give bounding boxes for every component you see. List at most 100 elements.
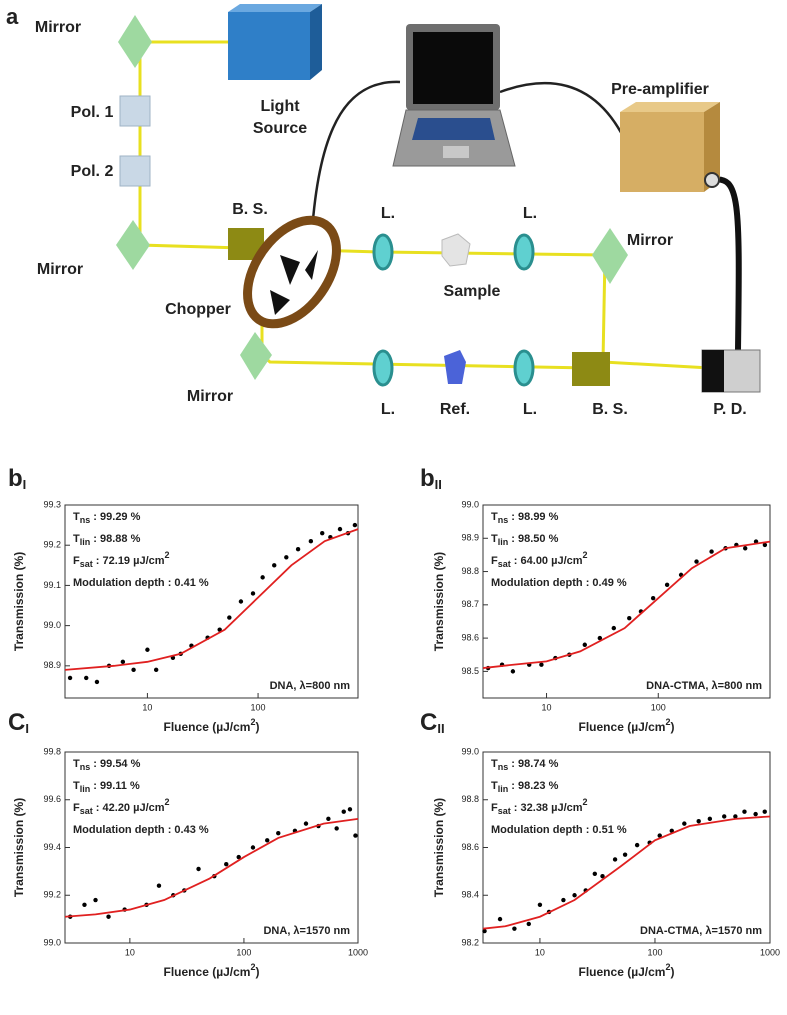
annotation-sub: lin (498, 537, 509, 547)
y-tick-label: 98.4 (461, 890, 479, 900)
data-point (326, 816, 331, 822)
y-tick-label: 99.0 (461, 499, 479, 509)
annotation-main: F (491, 555, 498, 567)
x-axis-title-text: Fluence (µJ/cm (164, 720, 251, 734)
annotation: Tlin : 98.23 % (491, 780, 559, 794)
data-point (682, 821, 687, 826)
diagram-label: B. S. (232, 201, 268, 218)
annotation-sub: lin (80, 784, 91, 794)
data-point (762, 542, 768, 548)
annotation-main: T (491, 511, 498, 523)
annotation: Fsat : 72.19 µJ/cm2 (73, 550, 170, 569)
annotation-rest: : 42.20 µJ/cm (93, 802, 165, 814)
diagram-label: Ref. (440, 401, 470, 418)
x-tick-label: 10 (125, 947, 135, 957)
chopper-blade (280, 255, 300, 285)
diagram-label: Chopper (165, 301, 231, 318)
data-point (762, 809, 767, 814)
x-tick-label: 100 (651, 702, 666, 712)
data-point (707, 816, 713, 822)
pre-amplifier (620, 112, 704, 192)
lens (513, 349, 535, 387)
data-point (612, 857, 618, 862)
data-point (250, 845, 256, 850)
data-point (352, 522, 358, 528)
y-tick-label: 98.9 (461, 533, 479, 543)
diagram-label: Source (253, 120, 307, 137)
data-point (572, 893, 577, 898)
y-tick-label: 99.6 (43, 794, 61, 804)
x-tick-label: 100 (236, 947, 251, 957)
panel-label: CI (8, 709, 29, 736)
x-axis-title-text: Fluence (µJ/cm (579, 720, 666, 734)
data-point (482, 928, 487, 934)
data-point (709, 549, 714, 554)
x-axis-title: Fluence (µJ/cm2) (579, 962, 675, 979)
data-point (722, 814, 727, 819)
diagram-label: Light (260, 98, 300, 115)
panel-letter: b (8, 465, 23, 492)
pre-amplifier (704, 102, 720, 192)
light-source (228, 4, 322, 12)
setup-diagram (116, 4, 761, 393)
annotation-main: T (491, 758, 498, 770)
data-point (510, 669, 516, 674)
data-point (497, 916, 503, 922)
y-axis-title: Transmission (%) (432, 552, 446, 651)
data-point (537, 902, 543, 907)
sample (441, 233, 471, 267)
annotation-main: T (73, 758, 80, 770)
legend: DNA, λ=800 nm (270, 680, 351, 692)
data-point (753, 811, 758, 817)
annotation-main: T (73, 533, 80, 545)
annotation-rest: : 99.54 % (90, 758, 140, 770)
x-tick-label: 100 (647, 947, 662, 957)
annotation-main: T (491, 533, 498, 545)
y-axis-title: Transmission (%) (432, 798, 446, 897)
panel-label: bII (420, 465, 442, 492)
annotation-main: Modulation depth : 0.43 % (73, 824, 209, 836)
data-point (156, 883, 162, 888)
data-point (650, 595, 656, 601)
annotation-rest: : 32.38 µJ/cm (511, 802, 583, 814)
x-axis-title: Fluence (µJ/cm2) (164, 717, 260, 734)
connector (704, 172, 720, 188)
annotation-main: T (491, 780, 498, 792)
data-point (743, 546, 748, 551)
annotation-main: T (73, 511, 80, 523)
fit-curve (64, 817, 359, 918)
y-tick-label: 98.5 (461, 666, 479, 676)
data-point (250, 591, 256, 596)
diagram-label: L. (381, 205, 395, 222)
annotation-main: F (73, 555, 80, 567)
annotation: Tns : 98.74 % (491, 758, 559, 772)
annotation: Tlin : 98.88 % (73, 533, 141, 547)
data-point (93, 897, 98, 903)
y-tick-label: 99.2 (43, 890, 61, 900)
diagram-label: Mirror (627, 232, 673, 249)
x-axis-title: Fluence (µJ/cm2) (164, 962, 260, 979)
x-axis-title: Fluence (µJ/cm2) (579, 717, 675, 734)
data-point (353, 833, 358, 838)
annotation: Tlin : 99.11 % (73, 780, 140, 794)
lens (372, 349, 394, 387)
panel-subscript: I (23, 477, 27, 492)
diagram-label: Mirror (187, 388, 233, 405)
diagram-label: Pol. 1 (71, 104, 114, 121)
annotation: Modulation depth : 0.49 % (491, 577, 627, 589)
y-tick-label: 99.4 (43, 842, 61, 852)
data-point (284, 555, 289, 560)
mirror (116, 220, 150, 270)
annotation-sub: sat (498, 806, 511, 816)
x-axis-title-sup: 2 (250, 717, 255, 727)
fit-curve (482, 815, 771, 930)
data-point (131, 667, 136, 673)
data-point (582, 642, 587, 647)
annotation-sub: ns (498, 762, 509, 772)
data-point (694, 559, 699, 564)
x-tick-label: 10 (142, 702, 152, 712)
touchpad (443, 146, 469, 158)
annotation-rest: : 98.88 % (90, 533, 140, 545)
polarizer (119, 155, 151, 187)
